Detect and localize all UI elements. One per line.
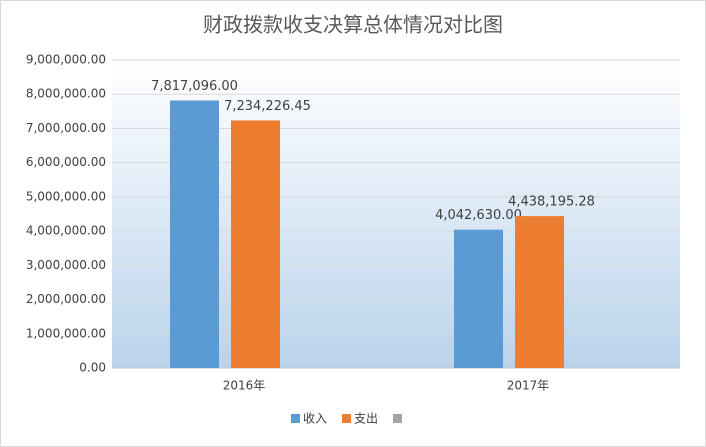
legend-swatch [393, 414, 402, 423]
legend-swatch [342, 414, 351, 423]
value-label: 7,817,096.00 [151, 79, 238, 94]
bar [170, 100, 219, 369]
x-tick-label: 2016年 [223, 379, 266, 393]
y-tick-label: 8,000,000.00 [26, 87, 106, 101]
value-label: 4,042,630.00 [435, 208, 522, 223]
legend-swatch [291, 414, 300, 423]
value-label: 7,234,226.45 [224, 99, 311, 114]
legend-label: 收入 [303, 412, 327, 426]
legend-label: 支出 [354, 412, 378, 426]
chart-title: 财政拨款收支决算总体情况对比图 [203, 13, 503, 37]
x-tick-label: 2017年 [507, 379, 550, 393]
y-tick-label: 0.00 [79, 361, 106, 375]
bar [231, 120, 280, 368]
bar [515, 216, 564, 368]
y-tick-label: 3,000,000.00 [26, 258, 106, 272]
y-tick-label: 1,000,000.00 [26, 326, 106, 340]
y-tick-label: 2,000,000.00 [26, 292, 106, 306]
y-tick-label: 5,000,000.00 [26, 189, 106, 203]
y-tick-label: 6,000,000.00 [26, 155, 106, 169]
y-tick-label: 9,000,000.00 [26, 53, 106, 67]
value-label: 4,438,195.28 [508, 195, 595, 210]
y-tick-label: 7,000,000.00 [26, 121, 106, 135]
bar [454, 229, 503, 368]
y-tick-label: 4,000,000.00 [26, 224, 106, 238]
